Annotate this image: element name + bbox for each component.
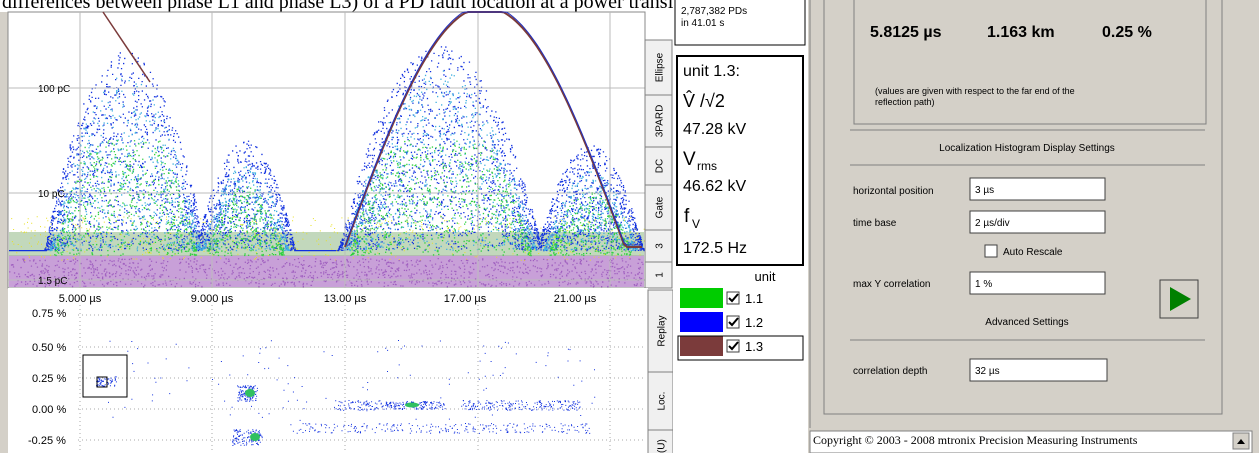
y-label: 0.25 % (32, 373, 66, 385)
section-heading[interactable]: Advanced Settings (985, 317, 1068, 328)
input[interactable] (969, 210, 1106, 234)
x-label: 5.000 µs (59, 293, 102, 305)
copyright-box (809, 430, 1253, 453)
grid (78, 305, 645, 453)
label: f (684, 206, 690, 227)
input[interactable] (969, 358, 1108, 382)
y-label: 1.5 pC (38, 276, 67, 287)
tab[interactable] (644, 39, 673, 96)
loc-cluster (250, 433, 260, 441)
stats: in 41.01 s (681, 18, 724, 29)
tab[interactable] (644, 261, 673, 289)
tab-label: Loc. (657, 392, 668, 411)
check (728, 317, 739, 327)
tab-label: Ellipse (655, 52, 666, 82)
pd-dots (9, 258, 644, 288)
legend-label: 1.1 (745, 291, 763, 306)
y-label: 10 pC (38, 189, 65, 200)
check (728, 341, 739, 351)
stats: 2,787,382 PDs (681, 6, 747, 17)
legend-swatch (680, 288, 723, 308)
scroll-arrow (1237, 439, 1245, 444)
result-time: 5.8125 µs (870, 24, 942, 41)
voltage-curve (102, 11, 151, 83)
marker (96, 376, 108, 388)
voltage-curve (344, 11, 642, 246)
legend-swatch (680, 312, 723, 332)
frame (0, 12, 8, 453)
loc-dots (96, 340, 596, 446)
play-icon (1170, 287, 1191, 311)
legend-swatch (680, 336, 723, 356)
selection-box (82, 354, 128, 398)
tab-label: DC (655, 159, 666, 173)
pd-dots (54, 140, 632, 257)
x-axis (8, 288, 648, 302)
x-label: 9.000 µs (191, 293, 234, 305)
caption: differences between phase L1 and phase L… (2, 0, 726, 13)
label-sub: V (692, 217, 700, 231)
grid (8, 12, 645, 288)
tab[interactable] (644, 94, 673, 148)
result-box (853, 0, 1207, 125)
prpd-scatter (9, 46, 646, 288)
check (728, 293, 739, 303)
tab-label: Q(U) (657, 439, 668, 453)
value: 172.5 Hz (683, 240, 747, 257)
field-label: horizontal position (853, 186, 934, 197)
input-value: 32 µs (975, 366, 1000, 377)
y-label: 100 pC (38, 84, 70, 95)
loc-scatter (96, 340, 596, 446)
legend-highlight (677, 335, 804, 361)
tab[interactable] (644, 229, 673, 263)
checkbox[interactable] (984, 244, 998, 258)
legend-title: unit (755, 269, 776, 284)
copyright: Copyright © 2003 - 2008 mtronix Precisio… (813, 433, 1138, 447)
input-value: 3 µs (975, 185, 994, 196)
legend-label: 1.3 (745, 339, 763, 354)
label: V̂ /√2 (683, 90, 725, 111)
stats-box (674, 0, 806, 46)
x-label: 21.00 µs (554, 293, 597, 305)
note: reflection path) (875, 97, 935, 107)
loc-cluster (405, 402, 419, 408)
y-label: -0.25 % (28, 435, 66, 447)
note: (values are given with respect to the fa… (875, 86, 1075, 96)
loc-cluster (245, 389, 255, 397)
input-value: 1 % (975, 279, 992, 290)
section-heading: Localization Histogram Display Settings (939, 143, 1115, 154)
value: 47.28 kV (683, 121, 746, 138)
y-label: 0.50 % (32, 342, 66, 354)
checkbox-label: Auto Rescale (1003, 247, 1063, 258)
tab[interactable] (644, 146, 673, 186)
x-label: 13.00 µs (324, 293, 367, 305)
input[interactable] (969, 271, 1106, 295)
field-label: correlation depth (853, 366, 928, 377)
result-distance: 1.163 km (987, 24, 1055, 41)
label: V (683, 149, 696, 170)
tab-label: 3 (655, 243, 666, 249)
tab[interactable] (644, 184, 673, 231)
result-correlation: 0.25 % (1102, 24, 1152, 41)
label-sub: rms (697, 159, 717, 173)
unit-title: unit 1.3: (683, 63, 740, 80)
value: 46.62 kV (683, 178, 746, 195)
x-label: 17.00 µs (444, 293, 487, 305)
y-label: 0.75 % (32, 308, 66, 320)
field-label: max Y correlation (853, 279, 930, 290)
tab-label: Gate (655, 196, 666, 218)
y-label: 0.00 % (32, 404, 66, 416)
tab-label: Replay (657, 315, 668, 346)
tab-label: 1 (655, 272, 666, 278)
unit-box (676, 55, 804, 266)
legend-label: 1.2 (745, 315, 763, 330)
tab-label: 3PARD (655, 105, 666, 138)
input-value: 2 µs/div (975, 218, 1010, 229)
input[interactable] (969, 177, 1106, 201)
field-label: time base (853, 218, 897, 229)
